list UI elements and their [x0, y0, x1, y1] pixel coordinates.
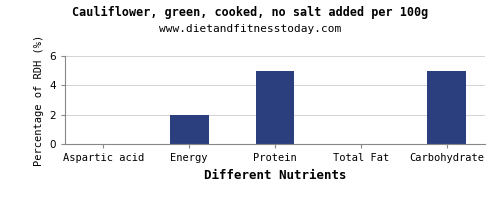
Bar	[256, 71, 294, 144]
X-axis label: Different Nutrients: Different Nutrients	[204, 169, 346, 182]
Text: Cauliflower, green, cooked, no salt added per 100g: Cauliflower, green, cooked, no salt adde…	[72, 6, 428, 19]
Bar	[170, 115, 208, 144]
Y-axis label: Percentage of RDH (%): Percentage of RDH (%)	[34, 34, 44, 166]
Bar	[428, 71, 466, 144]
Text: www.dietandfitnesstoday.com: www.dietandfitnesstoday.com	[159, 24, 341, 34]
